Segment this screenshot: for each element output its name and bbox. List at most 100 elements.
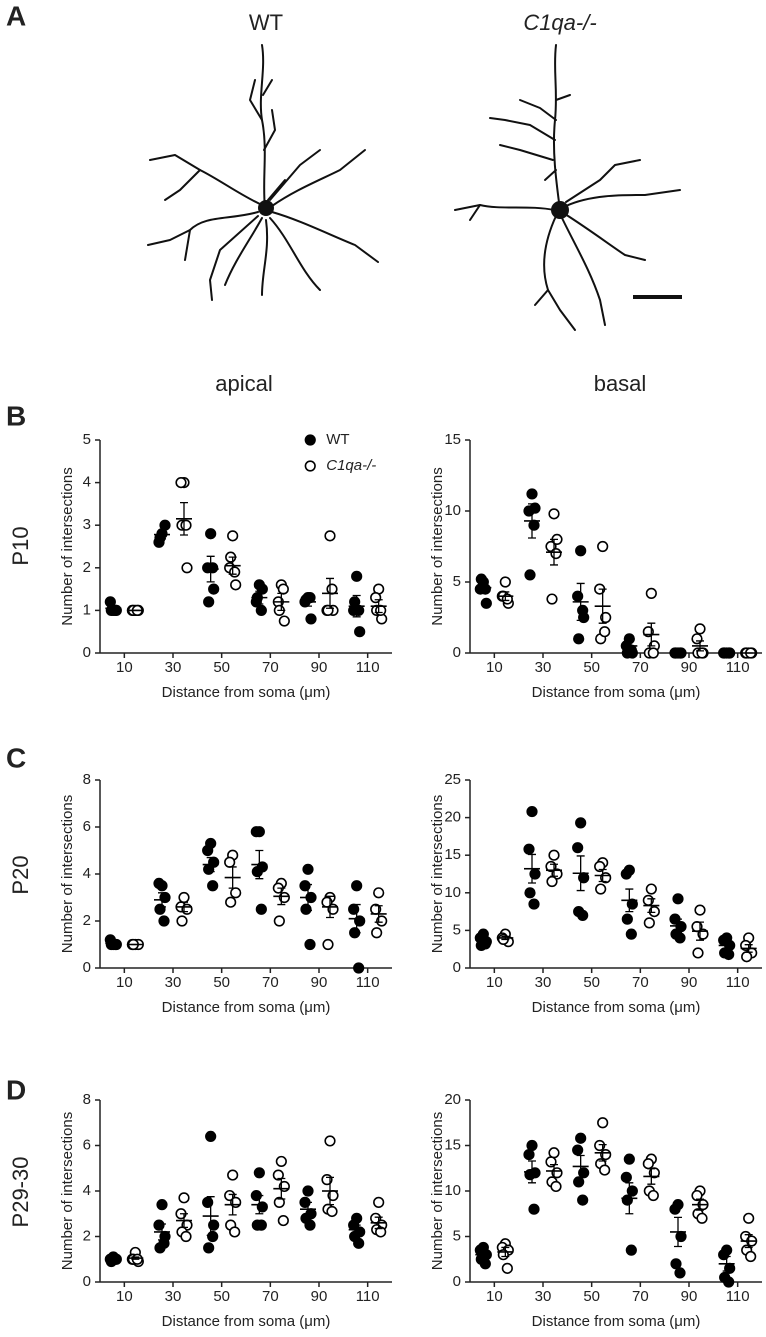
error-bar <box>550 1163 558 1178</box>
data-point <box>251 866 263 878</box>
data-point <box>526 805 538 818</box>
error-bar <box>528 1160 536 1184</box>
error-bar <box>576 855 585 892</box>
data-point <box>278 615 290 627</box>
data-point <box>354 626 366 638</box>
data-point <box>572 1144 584 1156</box>
error-bar <box>109 941 118 945</box>
error-bar <box>576 1154 585 1178</box>
error-bar <box>479 937 488 944</box>
data-point <box>353 1237 365 1249</box>
panel-label: C <box>6 742 26 773</box>
data-point <box>672 893 684 905</box>
error-bar <box>180 901 188 913</box>
data-point <box>176 915 188 927</box>
data-point <box>225 896 237 908</box>
panel-label: A <box>6 0 26 31</box>
neuron-title: WT <box>249 10 283 35</box>
error-bar <box>109 605 118 611</box>
data-point <box>351 570 363 582</box>
data-point <box>546 593 558 605</box>
y-tick-label: 4 <box>83 1182 91 1199</box>
data-point <box>523 843 535 855</box>
y-tick-label: 0 <box>453 644 461 661</box>
x-tick-label: 10 <box>486 1288 503 1305</box>
data-point <box>523 1148 535 1161</box>
data-point <box>696 1212 708 1224</box>
data-point <box>322 604 334 617</box>
legend-marker <box>304 434 316 446</box>
data-point <box>528 898 540 910</box>
error-bar <box>479 1250 488 1259</box>
y-tick-label: 15 <box>444 431 461 448</box>
data-point <box>159 519 171 531</box>
column-title: apical <box>215 371 272 396</box>
error-bar <box>326 577 334 609</box>
y-axis-label: Number of intersections <box>59 795 76 953</box>
x-tick-label: 90 <box>311 659 328 676</box>
y-tick-label: 15 <box>444 846 461 863</box>
x-axis-label: Distance from soma (μm) <box>532 999 701 1016</box>
y-tick-label: 25 <box>444 771 461 788</box>
x-tick-label: 10 <box>116 659 133 676</box>
data-point <box>625 1244 637 1256</box>
data-point <box>597 540 609 553</box>
panel-label: B <box>6 400 26 431</box>
data-point <box>480 597 492 609</box>
data-point <box>180 519 192 531</box>
y-tick-label: 3 <box>83 516 91 533</box>
error-bar <box>625 888 634 913</box>
data-point <box>273 915 285 927</box>
error-bar <box>255 1194 264 1215</box>
data-point <box>642 1158 654 1170</box>
x-tick-label: 10 <box>116 974 133 991</box>
x-tick-label: 30 <box>535 659 552 676</box>
data-point <box>158 915 170 927</box>
data-point <box>741 951 753 963</box>
x-tick-label: 30 <box>535 974 552 991</box>
data-point <box>203 1242 215 1254</box>
data-point <box>375 604 387 617</box>
error-bar <box>326 895 334 919</box>
x-tick-label: 90 <box>311 1288 328 1305</box>
error-bar <box>206 856 215 873</box>
data-point <box>528 519 540 531</box>
neuron-wt <box>147 44 379 301</box>
data-point <box>575 817 587 829</box>
y-tick-label: 0 <box>453 1273 461 1290</box>
y-tick-label: 5 <box>83 431 91 448</box>
legend-label: C1qa-/- <box>326 457 376 474</box>
y-tick-label: 0 <box>83 1273 91 1290</box>
data-point <box>207 1230 219 1243</box>
data-point <box>526 488 538 500</box>
data-point <box>674 1267 686 1279</box>
x-tick-label: 70 <box>632 974 649 991</box>
data-point <box>322 938 334 951</box>
y-tick-label: 2 <box>83 1227 91 1244</box>
error-bar <box>277 1177 286 1200</box>
data-point <box>229 566 241 578</box>
data-point <box>577 1194 589 1206</box>
data-point <box>275 1155 287 1168</box>
error-bar <box>374 599 383 614</box>
error-bar <box>625 1182 634 1215</box>
data-point <box>475 573 487 585</box>
y-tick-label: 5 <box>453 921 461 938</box>
error-bar <box>158 892 166 908</box>
x-tick-label: 70 <box>632 659 649 676</box>
data-point <box>300 903 312 915</box>
x-tick-label: 90 <box>681 659 698 676</box>
data-point <box>255 903 267 915</box>
data-point <box>674 932 686 944</box>
data-point <box>277 1214 289 1227</box>
x-tick-label: 30 <box>165 974 182 991</box>
data-point <box>304 938 316 951</box>
x-tick-label: 110 <box>356 974 380 991</box>
error-bar <box>374 905 383 923</box>
neuron-title: C1qa-/- <box>523 10 596 35</box>
error-bar <box>304 1201 312 1217</box>
y-tick-label: 1 <box>83 601 91 618</box>
data-point <box>621 1194 633 1206</box>
error-bar <box>180 1213 188 1229</box>
